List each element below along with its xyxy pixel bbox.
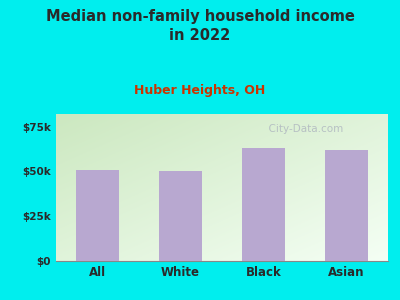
Bar xyxy=(325,150,368,261)
Text: Huber Heights, OH: Huber Heights, OH xyxy=(134,84,266,97)
Bar xyxy=(242,148,285,261)
Text: City-Data.com: City-Data.com xyxy=(262,124,343,134)
Bar xyxy=(76,169,119,261)
Text: Median non-family household income
in 2022: Median non-family household income in 20… xyxy=(46,9,354,43)
Bar xyxy=(159,171,202,261)
